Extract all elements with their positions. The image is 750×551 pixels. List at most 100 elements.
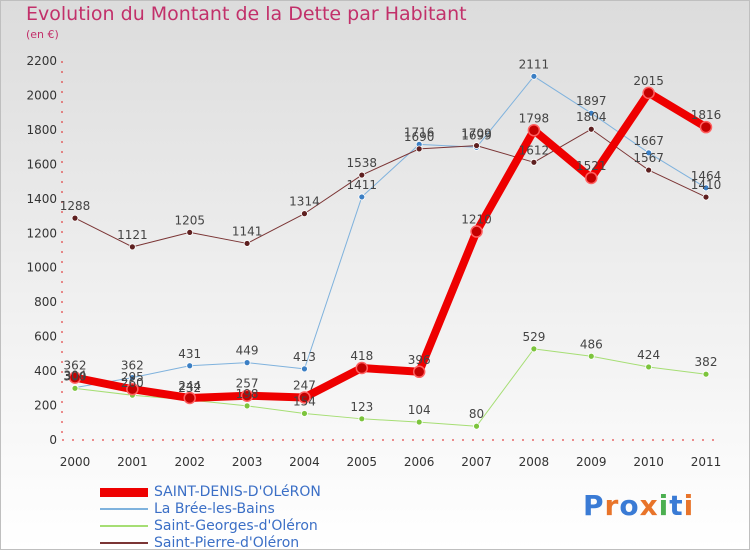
y-tick-label: 200 <box>34 399 57 413</box>
data-point-la-br-e-les-bains <box>587 109 595 117</box>
data-point-saint-denis-d-ol-ron <box>68 371 82 384</box>
logo-letter: t <box>669 489 684 522</box>
data-label: 104 <box>408 403 431 417</box>
x-tick-label: 2001 <box>117 455 148 469</box>
legend-label: Saint-Pierre-d'Oléron <box>154 535 300 551</box>
data-label: 260 <box>121 376 144 390</box>
data-point-saint-denis-d-ol-ron <box>412 365 426 379</box>
data-label: 244 <box>178 379 201 393</box>
data-point-saint-denis-d-ol-ron <box>183 391 196 405</box>
data-point-saint-pierre-d-ol-ron <box>128 243 136 251</box>
y-tick-label: 1600 <box>26 157 57 171</box>
data-label: 300 <box>64 369 87 383</box>
data-label: 123 <box>350 400 373 414</box>
data-point-saint-georges-d-ol-ron <box>243 402 251 410</box>
data-label: 424 <box>637 348 660 362</box>
legend-label: SAINT-DENIS-D'OLéRON <box>154 484 321 500</box>
data-point-saint-denis-d-ol-ron <box>355 361 369 375</box>
data-label: 1567 <box>633 151 664 165</box>
data-label: 232 <box>178 381 201 395</box>
data-point-saint-denis-d-ol-ron <box>642 86 655 100</box>
data-point-la-br-e-les-bains <box>186 362 194 370</box>
series-line-saint-denis-d-ol-ron <box>71 88 710 402</box>
y-tick-label: 1800 <box>26 123 57 137</box>
x-tick-label: 2006 <box>404 455 435 469</box>
y-tick-label: 400 <box>34 364 57 378</box>
x-tick-label: 2008 <box>519 455 550 469</box>
data-point-saint-georges-d-ol-ron <box>702 370 710 378</box>
data-label: 304 <box>64 369 87 383</box>
data-point-saint-pierre-d-ol-ron <box>358 171 366 179</box>
data-label: 1121 <box>117 228 148 242</box>
x-tick-label: 2011 <box>691 455 722 469</box>
series-line-saint-georges-d-ol-ron <box>74 348 707 427</box>
data-point-saint-denis-d-ol-ron <box>470 225 483 238</box>
data-point-la-br-e-les-bains <box>645 149 653 157</box>
data-point-la-br-e-les-bains <box>128 374 136 382</box>
x-tick-label: 2000 <box>60 455 91 469</box>
data-point-saint-denis-d-ol-ron <box>240 389 254 402</box>
data-label: 1699 <box>461 128 492 142</box>
data-label: 1897 <box>576 94 607 108</box>
data-point-saint-denis-d-ol-ron <box>527 124 541 137</box>
data-point-la-br-e-les-bains <box>301 365 308 373</box>
data-label: 382 <box>695 355 718 369</box>
data-label: 198 <box>236 387 259 401</box>
y-tick-label: 2200 <box>26 54 57 68</box>
legend-swatch <box>100 525 148 527</box>
data-point-saint-pierre-d-ol-ron <box>301 210 308 218</box>
x-tick-label: 2010 <box>633 455 664 469</box>
data-point-la-br-e-les-bains <box>243 359 251 367</box>
x-tick-label: 2009 <box>576 455 607 469</box>
y-tick-label: 1000 <box>26 261 57 275</box>
data-label: 486 <box>580 337 603 351</box>
data-label: 247 <box>293 378 316 392</box>
data-point-la-br-e-les-bains <box>358 193 366 201</box>
data-point-saint-georges-d-ol-ron <box>530 345 538 353</box>
data-label: 1521 <box>576 159 607 173</box>
data-label: 529 <box>522 330 545 344</box>
data-label: 1205 <box>174 213 205 227</box>
data-label: 1816 <box>691 108 722 122</box>
data-point-saint-georges-d-ol-ron <box>587 352 595 360</box>
legend-label: La Brée-les-Bains <box>154 501 275 517</box>
data-label: 2111 <box>519 57 550 71</box>
logo-letter: P <box>583 489 605 522</box>
data-point-saint-denis-d-ol-ron <box>298 391 311 404</box>
data-point-la-br-e-les-bains <box>702 184 710 192</box>
data-label: 1288 <box>60 199 91 213</box>
data-label: 1709 <box>461 127 492 141</box>
x-tick-label: 2002 <box>174 455 205 469</box>
logo-letter: i <box>683 489 695 522</box>
data-label: 1690 <box>404 130 435 144</box>
x-tick-label: 2004 <box>289 455 320 469</box>
data-label: 1804 <box>576 110 607 124</box>
series-line-saint-pierre-d-ol-ron <box>74 128 707 248</box>
x-tick-label: 2007 <box>461 455 492 469</box>
y-tick-label: 800 <box>34 295 57 309</box>
data-label: 154 <box>293 394 316 408</box>
data-label: 1612 <box>519 143 550 157</box>
data-label: 449 <box>236 344 259 358</box>
data-label: 396 <box>408 353 431 367</box>
y-tick-label: 0 <box>49 433 57 447</box>
chart-title: Evolution du Montant de la Dette par Hab… <box>26 3 467 25</box>
data-label: 362 <box>121 359 144 373</box>
legend-swatch <box>100 487 148 497</box>
data-label: 1667 <box>633 134 664 148</box>
data-label: 431 <box>178 347 201 361</box>
data-point-saint-georges-d-ol-ron <box>415 418 423 426</box>
proxiti-logo: Proxiti <box>583 489 694 522</box>
x-tick-label: 2005 <box>347 455 378 469</box>
data-label: 1538 <box>347 156 378 170</box>
data-label: 1314 <box>289 195 320 209</box>
data-label: 2015 <box>633 74 664 88</box>
data-label: 362 <box>64 359 87 373</box>
logo-letter: o <box>619 489 640 522</box>
data-point-saint-pierre-d-ol-ron <box>702 193 710 201</box>
data-label: 1464 <box>691 169 722 183</box>
y-tick-label: 600 <box>34 330 57 344</box>
data-label: 295 <box>121 370 144 384</box>
data-point-saint-denis-d-ol-ron <box>126 382 139 396</box>
data-point-la-br-e-les-bains <box>530 72 538 80</box>
